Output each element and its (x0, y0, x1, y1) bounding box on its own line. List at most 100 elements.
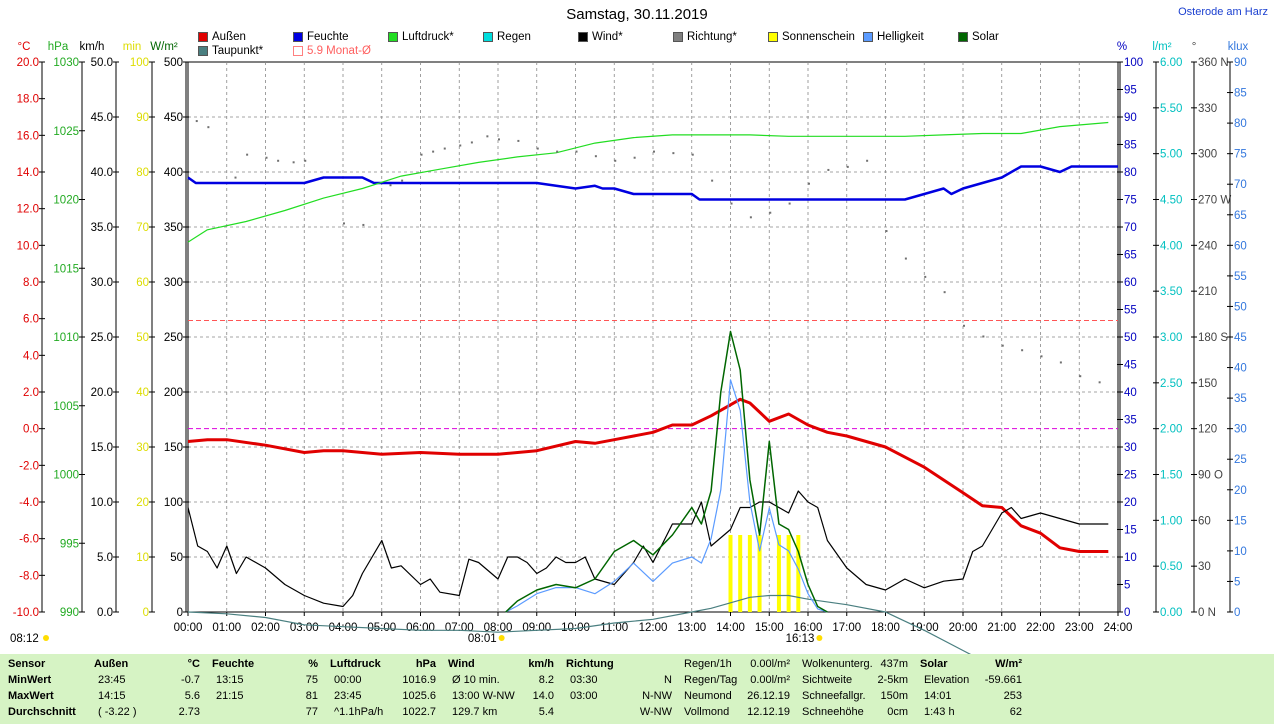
dir-tick-label: 330 (1198, 103, 1217, 115)
hum-tick-label: 30 (1124, 442, 1137, 454)
legend-swatch (293, 32, 303, 42)
legend-item-solar: Solar (958, 31, 999, 43)
time-tick-label: 22:00 (1026, 622, 1055, 634)
temp-tick-label: -4.0 (19, 497, 39, 509)
time-tick-label: 11:00 (600, 622, 628, 634)
direction-point (486, 135, 489, 138)
dir-tick-label: 300 (1198, 149, 1217, 161)
footer-value-wind: 5.4 (538, 706, 554, 718)
series-line-luftdruck (187, 121, 1109, 243)
wind-tick-label: 30.0 (91, 277, 113, 289)
direction-point (769, 211, 772, 214)
hum-tick-label: 70 (1124, 222, 1137, 234)
legend-label: Richtung* (687, 31, 737, 43)
lux-tick-label: 55 (1234, 271, 1247, 283)
temp-tick-label: 16.0 (17, 130, 39, 142)
legend-swatch (293, 46, 303, 56)
hum-tick-label: 15 (1124, 525, 1137, 537)
footer-time-aussen: ( -3.22 ) (98, 706, 137, 718)
direction-point (292, 161, 295, 164)
direction-point (277, 159, 280, 162)
lux-tick-label: 35 (1234, 393, 1247, 405)
press-tick-label: 1000 (53, 470, 79, 482)
direction-point (343, 222, 345, 225)
wind-tick-label: 0.0 (97, 607, 113, 619)
time-tick-label: 19:00 (910, 622, 939, 634)
footer-value-richtung: N (664, 674, 672, 686)
direction-point (575, 150, 578, 153)
direction-point (808, 182, 810, 185)
footer-value-solar: 62 (1009, 706, 1022, 718)
dir-unit-label: ° (1192, 41, 1197, 53)
footer-regen-value: 0.00l/m² (750, 674, 790, 686)
sun-tick-label: 10 (136, 552, 149, 564)
lux-tick-label: 0 (1234, 607, 1240, 619)
time-tick-label: 09:00 (522, 622, 551, 634)
footer-unit-solar: W/m² (995, 658, 1022, 670)
direction-point (1001, 344, 1004, 347)
legend-item-luftdruck: Luftdruck* (388, 31, 454, 43)
footer-wolken-value: 150m (880, 690, 908, 702)
lux-tick-label: 75 (1234, 149, 1247, 161)
lux-tick-label: 30 (1234, 424, 1247, 436)
lux-tick-label: 85 (1234, 88, 1247, 100)
press-tick-label: 1030 (53, 57, 79, 69)
sunrise-sun-marker (498, 635, 505, 641)
legend-item-regen: Regen (483, 31, 531, 43)
rain-tick-label: 2.00 (1160, 424, 1182, 436)
sun-tick-label: 40 (136, 387, 149, 399)
series-line-wind (187, 490, 1109, 608)
direction-point (195, 120, 198, 123)
series-line-feuchte (187, 165, 1118, 201)
footer-row-label: MinWert (8, 674, 52, 686)
legend-label: Luftdruck* (402, 31, 454, 43)
footer-unit-luftdruck: hPa (415, 658, 436, 670)
sun-tick-label: 30 (136, 442, 149, 454)
solar-tick-label: 300 (164, 277, 183, 289)
temp-tick-label: 14.0 (17, 167, 39, 179)
hum-tick-label: 50 (1124, 332, 1137, 344)
footer-header-aussen: Außen (94, 658, 129, 670)
sunshine-duration-marker (43, 635, 49, 641)
dir-tick-label: 180 S (1198, 332, 1228, 344)
solar-tick-label: 100 (164, 497, 183, 509)
footer-time-wind: Ø 10 min. (452, 674, 500, 686)
dir-tick-label: 0 N (1198, 607, 1216, 619)
hum-tick-label: 10 (1124, 552, 1137, 564)
footer-value-richtung: N-NW (642, 690, 672, 702)
footer-value-feuchte: 77 (305, 706, 318, 718)
legend-label: 5.9 Monat-Ø (307, 45, 371, 57)
lux-tick-label: 90 (1234, 57, 1247, 69)
direction-point (594, 155, 597, 158)
direction-point (672, 152, 675, 155)
footer-time-luftdruck: 23:45 (334, 690, 362, 702)
footer-wolken-value: 0cm (887, 706, 908, 718)
legend-item-monat: 5.9 Monat-Ø (293, 45, 371, 57)
direction-point (1021, 349, 1024, 352)
direction-point (556, 150, 559, 153)
sunshine-bar (776, 535, 781, 612)
legend-item-wind: Wind* (578, 31, 623, 43)
time-tick-label: 13:00 (677, 622, 706, 634)
footer-value-luftdruck: 1016.9 (402, 674, 436, 686)
rain-tick-label: 5.00 (1160, 149, 1182, 161)
dir-tick-label: 90 O (1198, 470, 1223, 482)
time-tick-label: 00:00 (174, 622, 203, 634)
lux-unit-label: klux (1228, 41, 1249, 53)
temp-tick-label: 0.0 (23, 424, 39, 436)
legend-item-aussen: Außen (198, 31, 246, 43)
hum-tick-label: 95 (1124, 85, 1137, 97)
direction-point (470, 141, 473, 144)
time-tick-label: 01:00 (212, 622, 241, 634)
footer-wolken-label: Schneehöhe (802, 706, 864, 718)
rain-tick-label: 5.50 (1160, 103, 1182, 115)
temp-tick-label: -2.0 (19, 460, 39, 472)
direction-point (432, 150, 435, 153)
solar-tick-label: 350 (164, 222, 183, 234)
direction-point (749, 216, 752, 219)
direction-point (459, 144, 462, 147)
location-label: Osterode am Harz (1178, 6, 1268, 18)
press-unit-label: hPa (48, 41, 69, 53)
footer-time-aussen: 23:45 (98, 674, 126, 686)
time-tick-label: 14:00 (716, 622, 745, 634)
